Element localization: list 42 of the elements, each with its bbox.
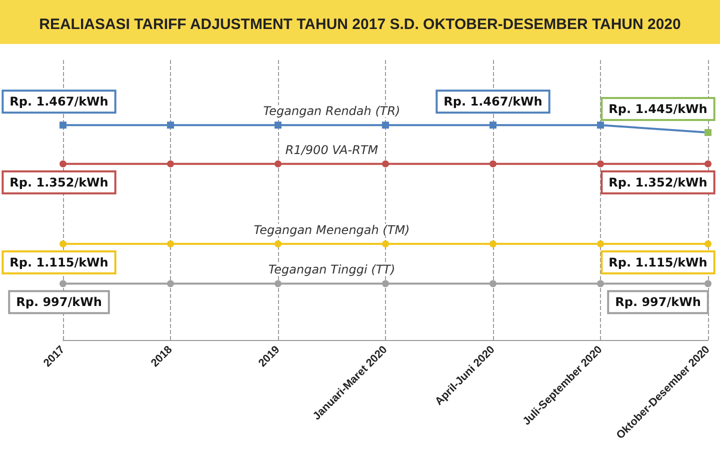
series-label: Tegangan Tinggi (TT) (268, 262, 396, 277)
data-label: Rp. 1.352/kWh (10, 175, 108, 190)
data-label: Rp. 1.352/kWh (608, 175, 708, 190)
point (382, 240, 389, 248)
point (490, 122, 496, 129)
point (167, 280, 174, 288)
point (274, 240, 282, 248)
series-label: Tegangan Menengah (TM) (254, 222, 410, 237)
point (60, 280, 66, 288)
point (597, 160, 604, 168)
point (382, 160, 389, 168)
point (597, 280, 604, 288)
data-label: Rp. 1.445/kWh (608, 102, 708, 116)
point (382, 122, 389, 129)
data-label: Rp. 997/kWh (16, 295, 102, 310)
point (490, 160, 496, 168)
point (704, 240, 712, 248)
point (274, 280, 282, 288)
chart-title: REALIASASI TARIFF ADJUSTMENT TAHUN 2017 S.D. OKTOBER-DESEMBER TAHUN 2020 (39, 16, 681, 33)
data-label: Rp. 997/kWh (615, 295, 701, 310)
point (60, 122, 66, 129)
point (597, 122, 604, 129)
data-label: Rp. 1.467/kWh (10, 94, 108, 109)
data-label: Rp. 1.467/kWh (444, 94, 542, 109)
point (704, 160, 712, 168)
point (597, 240, 604, 248)
point (167, 122, 174, 129)
point (704, 280, 712, 288)
series-label: R1/900 VA-RTM (285, 142, 379, 157)
point (382, 280, 389, 288)
point (490, 240, 496, 248)
point (274, 122, 282, 129)
data-label: Rp. 1.115/kWh (608, 255, 708, 270)
point (704, 129, 712, 136)
point (167, 160, 174, 168)
data-label: Rp. 1.115/kWh (10, 255, 108, 270)
point (60, 240, 66, 248)
point (490, 280, 496, 288)
point (167, 240, 174, 248)
point (60, 160, 66, 168)
point (274, 160, 282, 168)
series-label: Tegangan Rendah (TR) (263, 104, 400, 118)
